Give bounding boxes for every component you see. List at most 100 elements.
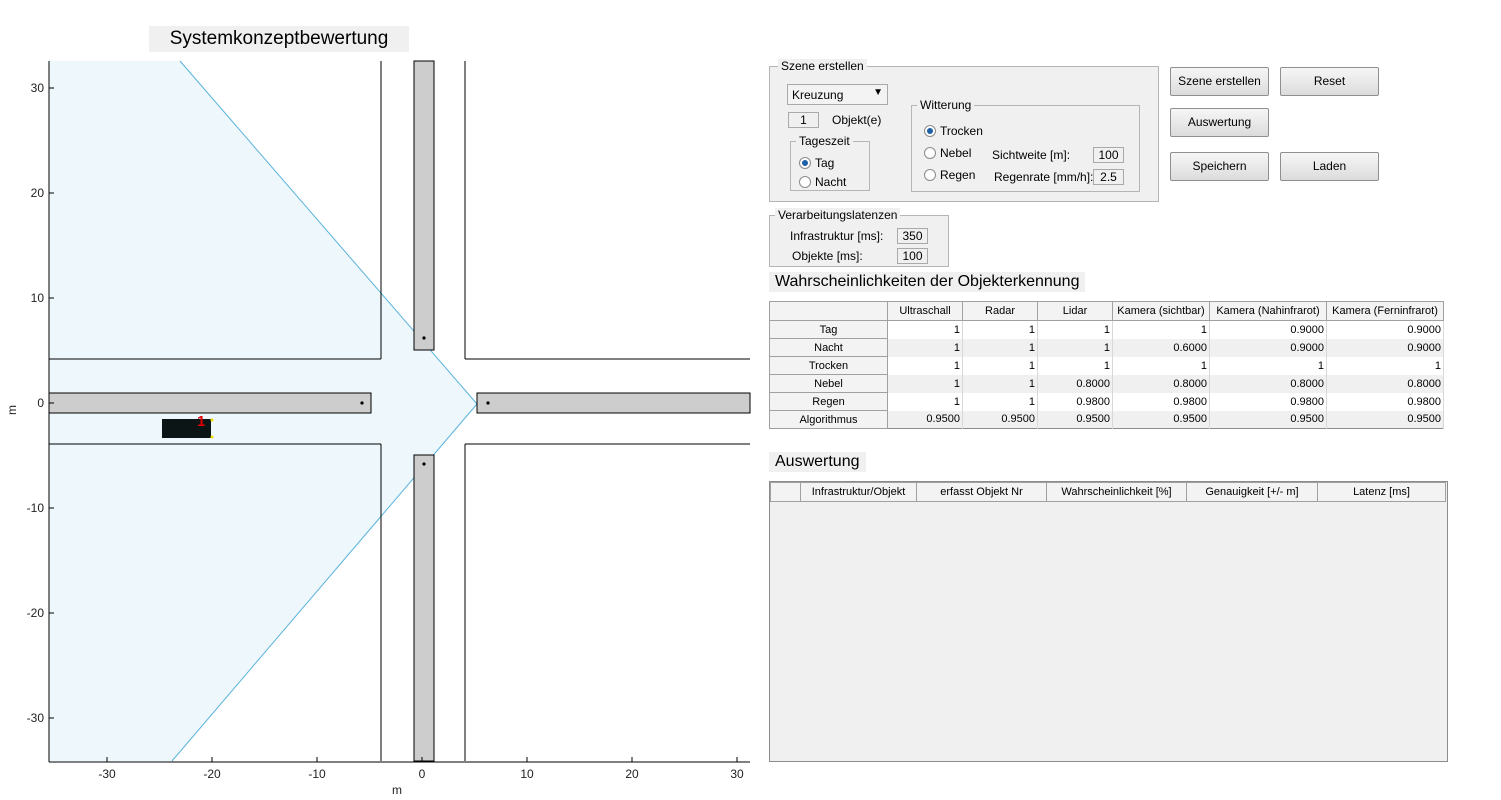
table-cell[interactable]: 0.9500 [1209, 410, 1327, 429]
table-cell[interactable]: 1 [962, 356, 1038, 375]
table-cell[interactable]: 0.9000 [1326, 320, 1444, 339]
column-header[interactable]: Genauigkeit [+/- m] [1186, 482, 1318, 502]
auswertung-button[interactable]: Auswertung [1170, 108, 1269, 137]
radio-trocken-label: Trocken [940, 124, 983, 138]
intersection-plot: 1 [48, 60, 751, 763]
y-axis-label: m [5, 405, 19, 415]
table-cell[interactable]: 0.6000 [1112, 338, 1210, 357]
x-tick-label: 20 [625, 767, 639, 781]
column-header[interactable]: erfasst Objekt Nr [916, 482, 1047, 502]
evaluation-heading: Auswertung [769, 452, 866, 472]
table-cell[interactable]: 0.8000 [1209, 374, 1327, 393]
table-cell[interactable]: 0.9000 [1326, 338, 1444, 357]
table-row: Nebel 1 1 0.8000 0.8000 0.8000 0.8000 [769, 374, 1444, 393]
object-count-field[interactable]: 1 [788, 112, 819, 128]
table-cell[interactable]: 0.9800 [1326, 392, 1444, 411]
column-header[interactable]: Kamera (Nahinfrarot) [1209, 301, 1327, 321]
row-header: Nebel [769, 374, 888, 393]
table-cell[interactable]: 1 [1112, 320, 1210, 339]
table-cell[interactable]: 0.9500 [1112, 410, 1210, 429]
radio-tag[interactable] [799, 157, 811, 169]
scenario-select[interactable]: Kreuzung ▼ [787, 84, 888, 105]
table-cell[interactable]: 0.9000 [1209, 320, 1327, 339]
table-cell[interactable]: 0.9800 [1112, 392, 1210, 411]
probabilities-table: Ultraschall Radar Lidar Kamera (sichtbar… [769, 301, 1444, 429]
vehicle-object [162, 419, 211, 438]
column-header[interactable]: Ultraschall [887, 301, 963, 321]
table-row: Algorithmus 0.9500 0.9500 0.9500 0.9500 … [769, 410, 1444, 429]
sichtweite-field[interactable]: 100 [1093, 147, 1124, 163]
table-cell[interactable]: 0.9500 [962, 410, 1038, 429]
object-number-label: 1 [197, 413, 205, 430]
table-cell[interactable]: 1 [962, 392, 1038, 411]
x-axis-ticks [106, 757, 738, 762]
szene-erstellen-button[interactable]: Szene erstellen [1170, 67, 1269, 96]
radio-regen[interactable] [924, 169, 936, 181]
y-tick-label: 10 [30, 291, 44, 305]
table-cell[interactable]: 1 [962, 374, 1038, 393]
table-cell[interactable]: 0.9800 [1209, 392, 1327, 411]
regenrate-label: Regenrate [mm/h]: [994, 170, 1094, 184]
infra-latency-field[interactable]: 350 [897, 228, 928, 244]
y-tick-label: -10 [26, 501, 44, 515]
table-cell[interactable]: 0.9500 [1037, 410, 1113, 429]
row-header: Trocken [769, 356, 888, 375]
table-cell[interactable]: 1 [887, 356, 963, 375]
radio-regen-label: Regen [940, 168, 976, 182]
sichtweite-label: Sichtweite [m]: [992, 148, 1071, 162]
table-cell[interactable]: 1 [1037, 320, 1113, 339]
table-cell[interactable]: 1 [887, 392, 963, 411]
table-cell[interactable]: 0.9500 [1326, 410, 1444, 429]
witterung-title: Witterung [917, 98, 975, 112]
x-tick-label: 0 [418, 767, 426, 781]
infra-latency-label: Infrastruktur [ms]: [790, 229, 884, 243]
radio-trocken[interactable] [924, 125, 936, 137]
sensor-points [360, 336, 490, 466]
road-boundaries [49, 61, 750, 761]
column-header[interactable]: Kamera (sichtbar) [1112, 301, 1210, 321]
infrastructure-strips [48, 60, 751, 762]
y-tick-label: -30 [26, 711, 44, 725]
table-cell[interactable]: 1 [887, 338, 963, 357]
table-cell[interactable]: 1 [887, 320, 963, 339]
table-cell[interactable]: 1 [1112, 356, 1210, 375]
table-cell[interactable]: 0.9000 [1209, 338, 1327, 357]
table-row: Regen 1 1 0.9800 0.9800 0.9800 0.9800 [769, 392, 1444, 411]
speichern-button[interactable]: Speichern [1170, 152, 1269, 181]
tageszeit-title: Tageszeit [796, 134, 853, 148]
object-count-label: Objekt(e) [832, 113, 882, 127]
table-row: Tag 1 1 1 1 0.9000 0.9000 [769, 320, 1444, 339]
column-header[interactable]: Radar [962, 301, 1038, 321]
radio-nebel[interactable] [924, 147, 936, 159]
column-header[interactable]: Wahrscheinlichkeit [%] [1046, 482, 1187, 502]
table-cell[interactable]: 1 [962, 338, 1038, 357]
column-header[interactable]: Infrastruktur/Objekt [800, 482, 917, 502]
column-header[interactable]: Latenz [ms] [1317, 482, 1446, 502]
reset-button[interactable]: Reset [1280, 67, 1379, 96]
laden-button[interactable]: Laden [1280, 152, 1379, 181]
witterung-group: Witterung Trocken Nebel Regen Sichtweite… [911, 98, 1140, 192]
table-cell[interactable]: 0.9800 [1037, 392, 1113, 411]
column-header[interactable]: Lidar [1037, 301, 1113, 321]
table-cell[interactable]: 1 [1037, 338, 1113, 357]
row-header: Nacht [769, 338, 888, 357]
table-cell[interactable]: 1 [887, 374, 963, 393]
plot-title: Systemkonzeptbewertung [149, 26, 409, 52]
table-cell[interactable]: 1 [962, 320, 1038, 339]
object-latency-field[interactable]: 100 [897, 248, 928, 264]
y-axis-ticks [49, 87, 54, 719]
table-cell[interactable]: 0.8000 [1112, 374, 1210, 393]
radio-nacht[interactable] [799, 176, 811, 188]
table-cell[interactable]: 0.9500 [887, 410, 963, 429]
table-cell[interactable]: 0.8000 [1326, 374, 1444, 393]
table-cell[interactable]: 1 [1209, 356, 1327, 375]
table-cell[interactable]: 0.8000 [1037, 374, 1113, 393]
y-tick-label: 20 [30, 186, 44, 200]
regenrate-field[interactable]: 2.5 [1093, 169, 1124, 185]
evaluation-table[interactable]: Infrastruktur/Objekt erfasst Objekt Nr W… [769, 481, 1448, 762]
table-cell[interactable]: 1 [1326, 356, 1444, 375]
table-cell[interactable]: 1 [1037, 356, 1113, 375]
column-header[interactable]: Kamera (Ferninfrarot) [1326, 301, 1444, 321]
row-header: Tag [769, 320, 888, 339]
strip-west [48, 392, 372, 414]
